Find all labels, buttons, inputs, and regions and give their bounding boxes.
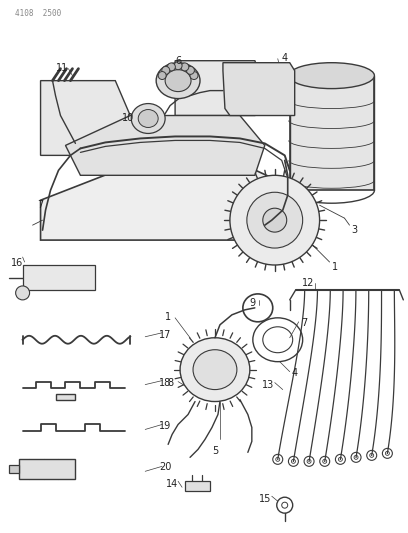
Text: 10: 10	[122, 112, 134, 123]
Text: 19: 19	[159, 422, 171, 432]
Ellipse shape	[181, 63, 189, 71]
Text: 6: 6	[175, 56, 181, 66]
Text: 15: 15	[259, 494, 271, 504]
Text: 5: 5	[212, 446, 218, 456]
Polygon shape	[65, 116, 265, 175]
Ellipse shape	[247, 192, 303, 248]
Text: 4: 4	[282, 53, 288, 63]
Polygon shape	[19, 459, 75, 479]
Ellipse shape	[156, 63, 200, 99]
Ellipse shape	[186, 67, 194, 75]
Text: 8: 8	[167, 377, 173, 387]
Text: 14: 14	[166, 479, 178, 489]
Ellipse shape	[138, 110, 158, 127]
Text: 9: 9	[250, 298, 256, 308]
Ellipse shape	[289, 63, 375, 88]
Polygon shape	[185, 481, 210, 491]
Text: 12: 12	[302, 278, 314, 288]
Text: 7: 7	[38, 200, 44, 210]
Polygon shape	[223, 63, 295, 116]
Polygon shape	[22, 265, 95, 290]
Text: 17: 17	[159, 330, 171, 340]
Text: 16: 16	[11, 258, 23, 268]
Text: 13: 13	[262, 379, 274, 390]
Ellipse shape	[158, 71, 166, 79]
Text: 4108  2500: 4108 2500	[15, 9, 61, 18]
Text: 1: 1	[331, 262, 337, 272]
Polygon shape	[175, 61, 265, 116]
Ellipse shape	[263, 208, 287, 232]
Text: 7: 7	[302, 318, 308, 328]
Ellipse shape	[180, 338, 250, 401]
Text: 11: 11	[56, 63, 69, 72]
Text: 3: 3	[351, 225, 357, 235]
Ellipse shape	[167, 63, 175, 71]
Polygon shape	[55, 393, 75, 400]
Ellipse shape	[16, 286, 30, 300]
Ellipse shape	[193, 350, 237, 390]
Text: 4: 4	[292, 368, 298, 378]
Text: 20: 20	[159, 462, 171, 472]
Ellipse shape	[131, 103, 165, 133]
Text: 1: 1	[165, 312, 171, 322]
Ellipse shape	[230, 175, 319, 265]
Polygon shape	[290, 76, 375, 190]
Ellipse shape	[162, 67, 170, 75]
Polygon shape	[9, 465, 19, 473]
Ellipse shape	[174, 62, 182, 70]
Polygon shape	[40, 80, 130, 156]
Polygon shape	[40, 165, 310, 240]
Text: 18: 18	[159, 377, 171, 387]
Ellipse shape	[165, 70, 191, 92]
Ellipse shape	[190, 71, 198, 79]
